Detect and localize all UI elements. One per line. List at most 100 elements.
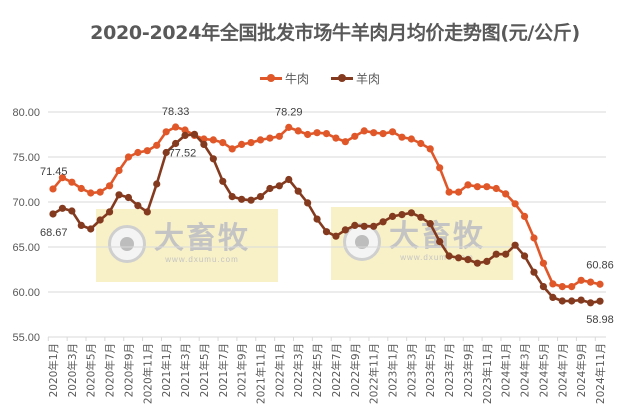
data-label: 78.29: [275, 106, 303, 118]
watermark-url: www.dxumu.com: [400, 253, 474, 262]
data-point-marker: [68, 207, 76, 215]
data-point-marker: [285, 175, 293, 184]
data-point-marker: [304, 199, 312, 207]
data-point-marker: [511, 241, 519, 249]
data-point-marker: [115, 166, 123, 175]
data-point-marker: [275, 182, 283, 190]
data-point-marker: [238, 195, 246, 203]
data-point-marker: [58, 204, 67, 212]
data-point-marker: [577, 276, 585, 284]
data-label: 77.52: [169, 147, 197, 159]
data-point-marker: [407, 209, 415, 217]
x-tick-label: 2021年11月: [254, 343, 267, 404]
data-point-marker: [153, 141, 161, 149]
data-point-marker: [304, 130, 312, 139]
data-point-marker: [322, 130, 331, 138]
data-point-marker: [105, 208, 114, 216]
data-point-marker: [181, 126, 189, 134]
data-point-marker: [454, 254, 463, 262]
data-point-marker: [247, 196, 255, 204]
data-point-marker: [360, 222, 368, 230]
data-point-marker: [313, 215, 321, 223]
legend-item-beef[interactable]: 牛肉: [259, 70, 309, 87]
data-point-marker: [209, 155, 217, 163]
data-point-marker: [256, 193, 265, 201]
x-tick-label: 2023年5月: [424, 343, 437, 397]
data-point-marker: [332, 232, 340, 240]
y-tick-label: 80.00: [12, 107, 40, 119]
data-point-marker: [473, 259, 481, 267]
y-tick-label: 70.00: [12, 197, 40, 209]
x-tick-label: 2020年5月: [85, 343, 98, 397]
legend-item-mutton[interactable]: 羊肉: [331, 70, 380, 87]
data-point-marker: [87, 189, 95, 197]
data-point-marker: [238, 140, 246, 148]
data-point-marker: [388, 212, 397, 220]
data-point-marker: [511, 200, 519, 208]
x-tick-label: 2023年7月: [443, 343, 456, 397]
series-line-mutton: [52, 133, 601, 305]
data-point-marker: [143, 147, 151, 155]
data-point-marker: [596, 280, 604, 288]
data-point-marker: [558, 283, 566, 291]
x-tick-label: 2021年1月: [160, 343, 173, 397]
x-tick-label: 2021年5月: [198, 343, 211, 397]
data-point-marker: [228, 193, 236, 201]
data-point-marker: [77, 221, 85, 229]
y-tick-label: 60.00: [12, 287, 40, 299]
data-point-marker: [586, 278, 595, 286]
x-tick-label: 2022年3月: [292, 343, 305, 397]
data-point-marker: [200, 140, 208, 148]
data-point-marker: [341, 138, 349, 146]
data-point-marker: [426, 145, 434, 153]
data-point-marker: [124, 193, 133, 202]
data-point-marker: [370, 129, 378, 137]
x-tick-label: 2020年9月: [122, 343, 135, 397]
chart-title: 2020-2024年全国批发市场牛羊肉月均价走势图(元/公斤): [90, 22, 580, 44]
data-point-marker: [105, 182, 114, 190]
x-tick-label: 2020年11月: [141, 343, 154, 404]
data-label: 71.45: [40, 166, 68, 178]
data-point-marker: [285, 123, 293, 131]
y-tick-label: 75.00: [12, 152, 40, 164]
data-point-marker: [492, 184, 500, 193]
legend-label-mutton: 羊肉: [356, 72, 381, 86]
legend-label-beef: 牛肉: [284, 72, 309, 86]
data-point-marker: [379, 218, 387, 226]
x-tick-label: 2024年3月: [519, 343, 532, 397]
watermark-left: 大畜牧 www.dxumu.com: [96, 209, 278, 282]
legend-line-marker-icon: [259, 74, 282, 82]
x-tick-label: 2024年5月: [537, 343, 550, 397]
data-point-marker: [360, 127, 368, 135]
x-tick-label: 2020年7月: [104, 343, 117, 397]
data-point-marker: [530, 234, 538, 242]
watermark-logo-icon: [108, 224, 146, 263]
data-point-marker: [596, 297, 604, 305]
x-tick-label: 2024年9月: [575, 343, 588, 397]
data-point-marker: [464, 256, 472, 264]
data-point-marker: [586, 299, 595, 307]
data-point-marker: [266, 134, 274, 142]
data-point-marker: [219, 177, 227, 185]
data-point-marker: [549, 280, 557, 288]
data-point-marker: [294, 127, 302, 135]
data-point-marker: [388, 128, 397, 136]
data-point-marker: [49, 185, 57, 193]
data-point-marker: [379, 130, 387, 138]
data-point-marker: [153, 180, 161, 188]
data-point-marker: [96, 216, 104, 224]
data-point-marker: [68, 178, 76, 186]
legend-line-marker-icon: [331, 74, 353, 82]
data-point-marker: [445, 188, 453, 196]
data-point-marker: [162, 148, 170, 157]
data-point-marker: [436, 164, 444, 172]
data-point-marker: [520, 212, 529, 220]
data-label: 78.33: [162, 106, 190, 118]
data-point-marker: [341, 226, 349, 234]
watermark-brand: 大畜牧: [154, 221, 250, 256]
data-point-marker: [172, 123, 180, 131]
data-point-marker: [445, 252, 453, 260]
x-tick-label: 2020年3月: [66, 343, 79, 397]
data-point-marker: [464, 181, 472, 189]
data-point-marker: [190, 130, 199, 138]
